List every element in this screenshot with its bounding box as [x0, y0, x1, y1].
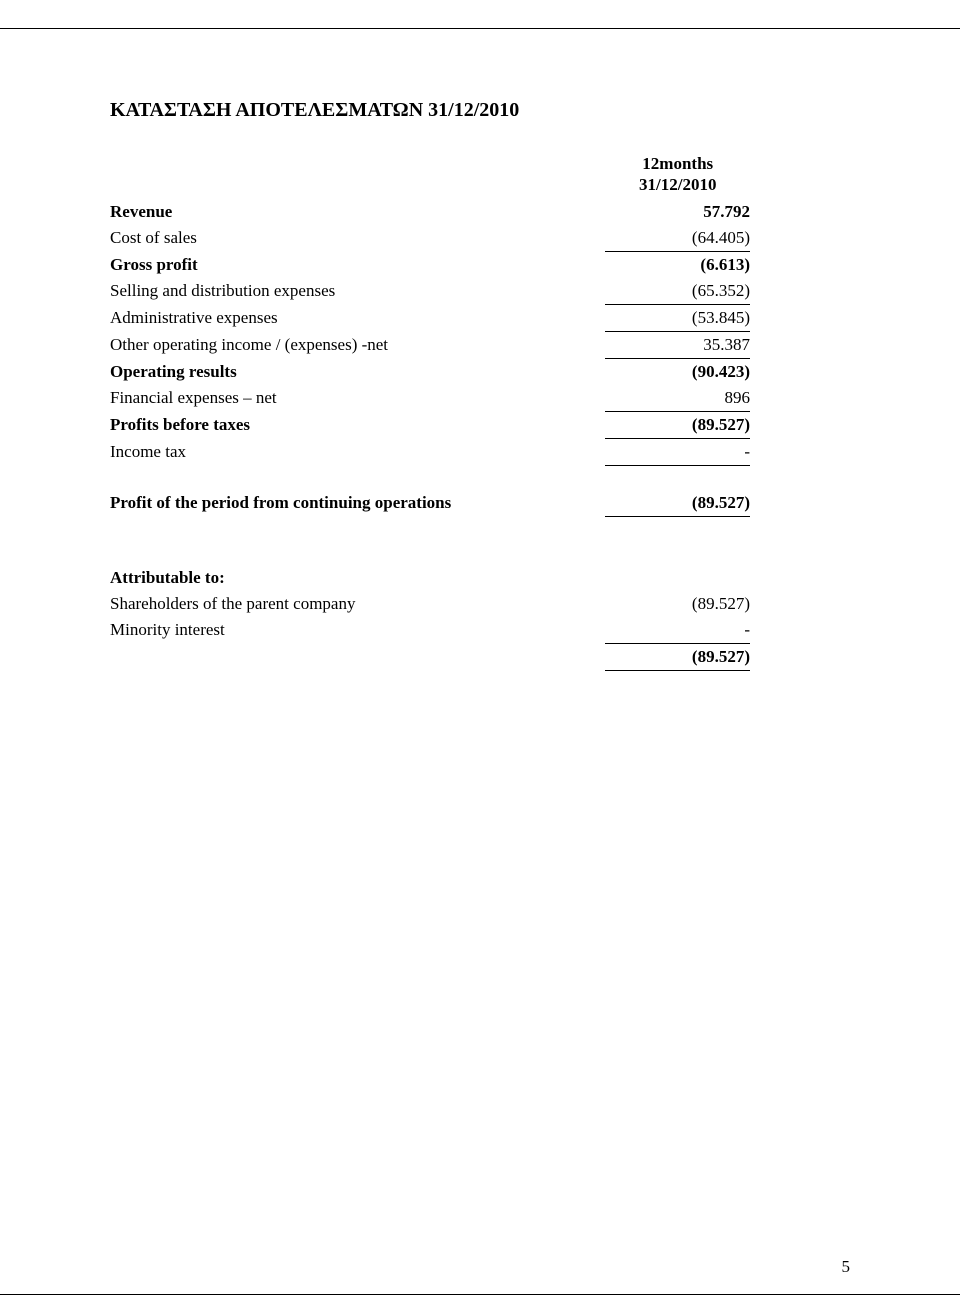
gross-profit-value: (6.613): [605, 251, 750, 278]
spacer-3: [110, 541, 750, 565]
total-value: (89.527): [605, 643, 750, 670]
row-other-op: Other operating income / (expenses) -net…: [110, 331, 750, 358]
minority-label: Minority interest: [110, 617, 605, 644]
header-empty: [110, 150, 605, 199]
profits-before-tax-label: Profits before taxes: [110, 411, 605, 438]
revenue-value: 57.792: [605, 199, 750, 225]
row-selling-dist: Selling and distribution expenses (65.35…: [110, 278, 750, 305]
profit-period-value: (89.527): [605, 490, 750, 517]
income-tax-value: -: [605, 438, 750, 465]
row-minority: Minority interest -: [110, 617, 750, 644]
shareholders-value: (89.527): [605, 591, 750, 617]
top-rule: [0, 28, 960, 29]
row-income-tax: Income tax -: [110, 438, 750, 465]
page-content: ΚΑΤΑΣΤΑΣΗ ΑΠΟΤΕΛΕΣΜΑΤΩΝ 31/12/2010 12mon…: [0, 99, 960, 671]
row-profits-before-tax: Profits before taxes (89.527): [110, 411, 750, 438]
income-tax-label: Income tax: [110, 438, 605, 465]
profit-period-label: Profit of the period from continuing ope…: [110, 490, 605, 517]
period-line1: 12months: [642, 154, 713, 173]
attributable-label: Attributable to:: [110, 565, 605, 591]
shareholders-label: Shareholders of the parent company: [110, 591, 605, 617]
row-attributable: Attributable to:: [110, 565, 750, 591]
gross-profit-label: Gross profit: [110, 251, 605, 278]
period-header: 12months 31/12/2010: [605, 150, 750, 199]
selling-dist-value: (65.352): [605, 278, 750, 305]
period-line2: 31/12/2010: [639, 175, 716, 194]
bottom-rule: [0, 1294, 960, 1295]
row-fin-exp: Financial expenses – net 896: [110, 385, 750, 412]
profits-before-tax-value: (89.527): [605, 411, 750, 438]
spacer-1: [110, 465, 750, 490]
minority-value: -: [605, 617, 750, 644]
fin-exp-value: 896: [605, 385, 750, 412]
row-gross-profit: Gross profit (6.613): [110, 251, 750, 278]
cost-of-sales-value: (64.405): [605, 225, 750, 252]
spacer-2: [110, 516, 750, 541]
fin-exp-label: Financial expenses – net: [110, 385, 605, 412]
operating-results-label: Operating results: [110, 358, 605, 385]
cost-of-sales-label: Cost of sales: [110, 225, 605, 252]
row-total: (89.527): [110, 643, 750, 670]
row-profit-period: Profit of the period from continuing ope…: [110, 490, 750, 517]
row-operating-results: Operating results (90.423): [110, 358, 750, 385]
total-empty: [110, 643, 605, 670]
selling-dist-label: Selling and distribution expenses: [110, 278, 605, 305]
admin-exp-label: Administrative expenses: [110, 304, 605, 331]
page-title: ΚΑΤΑΣΤΑΣΗ ΑΠΟΤΕΛΕΣΜΑΤΩΝ 31/12/2010: [110, 99, 850, 122]
row-admin-exp: Administrative expenses (53.845): [110, 304, 750, 331]
admin-exp-value: (53.845): [605, 304, 750, 331]
income-statement-table: 12months 31/12/2010 Revenue 57.792 Cost …: [110, 150, 750, 671]
page-number: 5: [842, 1257, 851, 1277]
header-row: 12months 31/12/2010: [110, 150, 750, 199]
row-shareholders: Shareholders of the parent company (89.5…: [110, 591, 750, 617]
other-op-value: 35.387: [605, 331, 750, 358]
revenue-label: Revenue: [110, 199, 605, 225]
other-op-label: Other operating income / (expenses) -net: [110, 331, 605, 358]
operating-results-value: (90.423): [605, 358, 750, 385]
attributable-empty: [605, 565, 750, 591]
row-revenue: Revenue 57.792: [110, 199, 750, 225]
row-cost-of-sales: Cost of sales (64.405): [110, 225, 750, 252]
